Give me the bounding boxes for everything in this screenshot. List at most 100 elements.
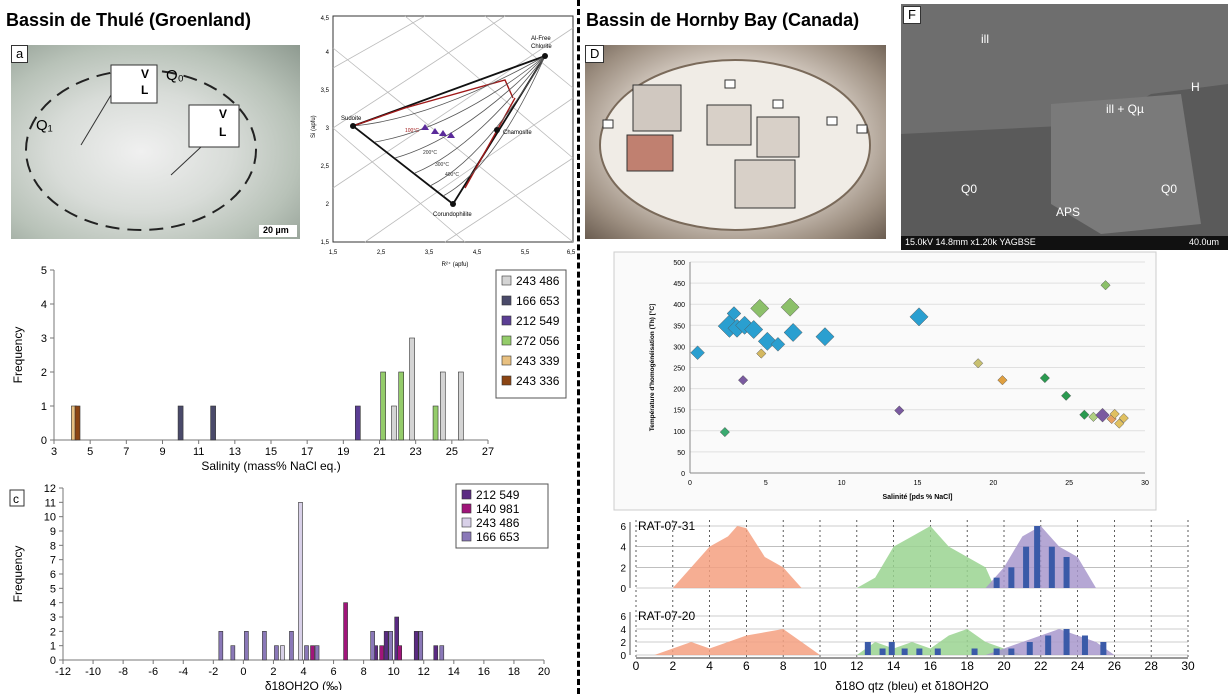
- corundophilite-label: Corundophilite: [433, 212, 472, 218]
- y-tick-label: 10: [44, 512, 56, 524]
- x-tick-label: 14: [448, 666, 460, 678]
- photo-a-scale-bar: 20 µm: [263, 225, 289, 235]
- y-tick-label: 300: [673, 344, 685, 351]
- diagram-red-bounds: [352, 79, 516, 189]
- diagram-grid: [332, 15, 574, 243]
- x-tick-label: -2: [208, 666, 218, 678]
- x-tick-label: 16: [924, 659, 938, 673]
- quartz-bar: [901, 648, 908, 655]
- y-tick-label: 4: [620, 625, 626, 636]
- photo-f-aps-label: APS: [1056, 205, 1081, 219]
- svg-text:6,5: 6,5: [567, 250, 576, 256]
- x-tick-label: 20: [997, 659, 1011, 673]
- legend-swatch: [501, 335, 512, 346]
- svg-text:3,5: 3,5: [321, 88, 330, 94]
- x-tick-label: 14: [887, 659, 901, 673]
- histogram-bar: [397, 645, 403, 661]
- x-tick-label: 7: [123, 446, 129, 458]
- x-axis-label: δ18O qtz (bleu) et δ18OH2O: [835, 679, 988, 693]
- x-tick-label: 6: [743, 659, 750, 673]
- quartz-bar: [1045, 635, 1052, 655]
- x-axis-label: Salinity (mass% NaCl eq.): [201, 459, 340, 473]
- histogram-bar: [314, 645, 320, 661]
- histogram-bar: [304, 645, 309, 661]
- legend-swatch: [461, 517, 472, 528]
- x-axis-label: Salinité [pds % NaCl]: [882, 494, 952, 501]
- x-tick-label: 19: [337, 446, 349, 458]
- ternary-ylabel: Si (apfu): [311, 115, 317, 138]
- diagram-sample-points: [421, 124, 455, 138]
- x-tick-label: 15: [265, 446, 277, 458]
- isotherm-400: 400°C: [445, 172, 459, 178]
- x-tick-label: 2: [669, 659, 676, 673]
- y-axis-label: Frequency: [11, 327, 25, 384]
- x-tick-label: 5: [87, 446, 93, 458]
- chlorite-diagram: Sudoite Al-Free Chlorite Chamosite Corun…: [311, 15, 576, 268]
- scatter-point: [894, 405, 905, 416]
- svg-text:4: 4: [326, 50, 330, 56]
- x-tick-label: -4: [178, 666, 188, 678]
- y-tick-label: 100: [673, 429, 685, 436]
- area-series: [985, 526, 1096, 588]
- quartz-bar: [1063, 629, 1070, 655]
- area-series: [672, 526, 802, 588]
- photo-a-q0-label: Q₀: [166, 67, 184, 84]
- y-tick-label: 3: [41, 333, 47, 345]
- photo-d-micrograph: D: [585, 45, 886, 239]
- photo-f-ill-qu-label: ill + Qµ: [1106, 102, 1144, 116]
- x-tick-label: 0: [240, 666, 246, 678]
- quartz-bar: [1100, 642, 1107, 655]
- y-tick-label: 0: [50, 655, 56, 667]
- scatter-point: [726, 306, 742, 321]
- legend-entry: 243 339: [516, 354, 560, 368]
- legend-swatch: [461, 489, 472, 500]
- photo-a-l-label-2: L: [219, 125, 227, 139]
- svg-text:2: 2: [326, 202, 330, 208]
- y-tick-label: 1: [50, 641, 56, 653]
- histogram-bar: [218, 631, 224, 661]
- svg-text:4,5: 4,5: [473, 250, 482, 256]
- ternary-yticks: 1,5 2 2,5 3 3,5 4 4,5: [321, 16, 330, 246]
- diagram-vertex-dots: [350, 53, 548, 207]
- photo-d-overlay: [599, 59, 871, 231]
- x-tick-label: 30: [1141, 480, 1149, 487]
- histogram-bar: [394, 616, 399, 661]
- scatter-point: [815, 327, 835, 347]
- histogram-bar: [409, 337, 415, 441]
- histogram-bar: [74, 405, 81, 441]
- y-tick-label: 400: [673, 302, 685, 309]
- x-tick-label: -8: [118, 666, 128, 678]
- histogram-bar: [413, 631, 419, 661]
- histogram-bar: [379, 645, 384, 661]
- legend-swatch: [501, 275, 512, 286]
- y-tick-label: 6: [50, 569, 56, 581]
- left-basin-title: Bassin de Thulé (Groenland): [6, 10, 252, 30]
- svg-text:3,5: 3,5: [425, 250, 434, 256]
- y-tick-label: 4: [620, 543, 626, 554]
- histogram-bar: [280, 645, 285, 661]
- quartz-bar: [971, 648, 978, 655]
- svg-text:2,5: 2,5: [377, 250, 386, 256]
- y-tick-label: 4: [50, 598, 56, 610]
- photo-f-overlay: [901, 4, 1228, 250]
- th-salinity-scatter: 0 50 100 150 200 250 300 350 400 450 500 0 5 10 15 20 25…: [613, 251, 1157, 511]
- y-tick-label: 200: [673, 387, 685, 394]
- x-tick-label: 0: [688, 480, 692, 487]
- photo-f-h-label: H: [1191, 80, 1200, 94]
- histogram-bar: [370, 631, 375, 661]
- ternary-xticks: 1,5 2,5 3,5 4,5 5,5 6,5: [329, 250, 576, 256]
- scatter-point: [750, 298, 770, 318]
- quartz-bar: [1081, 635, 1088, 655]
- quartz-bar: [1048, 546, 1055, 588]
- y-tick-label: 12: [44, 483, 56, 495]
- legend-entry: 272 056: [516, 334, 560, 348]
- quartz-bar: [1034, 526, 1041, 588]
- y-tick-label: 8: [50, 540, 56, 552]
- section-divider: [577, 0, 580, 694]
- x-tick-label: 4: [706, 659, 713, 673]
- photo-f-q0-left: Q0: [961, 182, 978, 196]
- x-tick-label: 23: [410, 446, 422, 458]
- histogram-bar: [177, 405, 184, 441]
- histogram-bar: [398, 371, 405, 441]
- scatter-point: [1039, 372, 1050, 384]
